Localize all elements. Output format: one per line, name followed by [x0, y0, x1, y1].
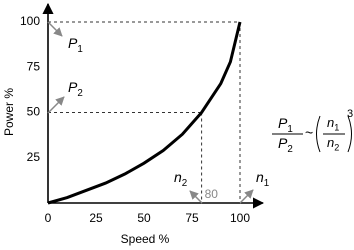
paren: [316, 115, 321, 153]
x-axis-title: Speed %: [121, 232, 170, 246]
subscript: 1: [264, 177, 269, 188]
arrow: [239, 189, 254, 204]
formula-term: n2: [327, 135, 339, 153]
formula-term: P1: [278, 115, 293, 135]
arrow: [47, 96, 65, 114]
annotation: n1: [256, 169, 269, 189]
formula-term: n1: [327, 115, 339, 133]
y-tick-label: 25: [27, 150, 41, 164]
x-tick-label: 0: [45, 211, 52, 225]
x-tick-label: 50: [137, 211, 151, 225]
formula-relation: ~: [305, 125, 313, 141]
x-tick-label: 25: [89, 211, 103, 225]
y-tick-label: 50: [27, 105, 41, 119]
y-tick-label: 75: [27, 59, 41, 73]
subscript: 2: [334, 143, 339, 153]
symbol: P: [68, 35, 78, 51]
symbol: n: [327, 115, 334, 130]
reference-label: 80: [205, 187, 219, 201]
paren: [347, 115, 352, 153]
formula-exponent: 3: [347, 108, 353, 120]
y-tick-label: 100: [20, 14, 40, 28]
symbol: n: [256, 169, 264, 185]
reference-lines: [48, 21, 241, 203]
annotation: P1: [68, 35, 83, 55]
subscript: 2: [77, 87, 82, 98]
curve: [47, 21, 242, 205]
arrow: [189, 190, 203, 204]
y-axis-title: Power %: [2, 88, 16, 136]
subscript: 1: [77, 43, 82, 54]
annotation: P2: [68, 79, 83, 99]
symbol: n: [327, 135, 334, 150]
subscript: 2: [182, 177, 187, 188]
symbol: n: [174, 169, 182, 185]
subscript: 1: [334, 123, 339, 133]
formula-term: P2: [278, 135, 293, 155]
annotation: n2: [174, 169, 187, 189]
x-tick-label: 75: [185, 211, 199, 225]
subscript: 2: [287, 143, 292, 154]
symbol: P: [278, 115, 288, 131]
symbol: P: [68, 79, 78, 95]
x-tick-label: 100: [230, 211, 250, 225]
symbol: P: [278, 135, 288, 151]
arrow: [47, 21, 63, 37]
subscript: 1: [287, 123, 292, 134]
